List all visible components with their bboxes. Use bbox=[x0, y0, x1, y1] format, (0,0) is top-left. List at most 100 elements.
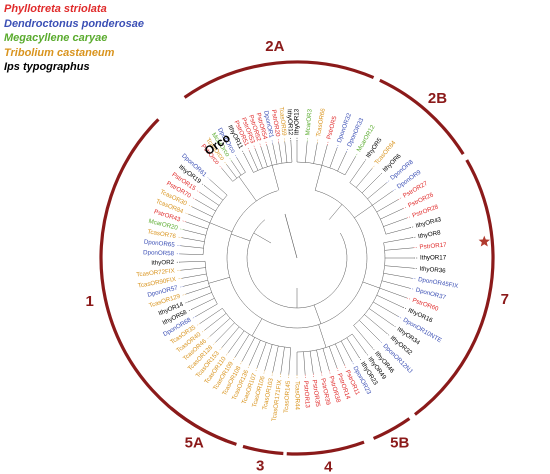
leaf-guide bbox=[177, 278, 182, 280]
terminal-branch bbox=[376, 199, 399, 213]
terminal-branch bbox=[349, 162, 365, 183]
clade-arc-2a bbox=[183, 60, 375, 99]
leaf-label-tcasor66: TcasOR66 bbox=[315, 107, 327, 137]
leaf-guide bbox=[184, 212, 189, 215]
terminal-branch bbox=[181, 273, 207, 279]
leaf-guide bbox=[317, 138, 319, 143]
leaf-guide bbox=[398, 316, 402, 319]
leaf-guide bbox=[177, 236, 182, 238]
internal-branch bbox=[251, 318, 263, 337]
leaf-guide bbox=[365, 352, 369, 357]
internal-branch bbox=[318, 324, 327, 348]
terminal-branch bbox=[280, 347, 285, 374]
clade-arc-7 bbox=[413, 159, 495, 416]
terminal-branch bbox=[204, 313, 227, 331]
terminal-branch bbox=[272, 345, 279, 373]
internal-branch bbox=[314, 165, 323, 191]
leaf-guide bbox=[223, 161, 227, 165]
terminal-branch bbox=[188, 292, 212, 303]
leaf-label-pstror17: PstrOR17 bbox=[419, 242, 447, 251]
leaf-label-pstror35: PstrOR35 bbox=[311, 379, 322, 407]
terminal-branch bbox=[340, 340, 353, 362]
terminal-branch bbox=[373, 301, 399, 317]
terminal-branch bbox=[288, 347, 291, 375]
clade-label-5a: 5A bbox=[185, 434, 204, 451]
leaf-guide bbox=[327, 141, 329, 146]
leaf-label-mcaror3: McarOR3 bbox=[304, 108, 313, 136]
leaf-guide bbox=[239, 361, 243, 365]
leaf-label-ithyor17: IthyOR17 bbox=[420, 255, 447, 262]
terminal-branch bbox=[260, 146, 268, 167]
terminal-branch bbox=[236, 157, 246, 173]
terminal-branch bbox=[344, 156, 356, 175]
terminal-branch bbox=[204, 185, 224, 201]
root-branch bbox=[246, 219, 348, 309]
internal-branch bbox=[253, 232, 272, 244]
terminal-branch bbox=[313, 142, 318, 164]
leaf-guide bbox=[181, 293, 186, 296]
leaf-guide bbox=[201, 329, 205, 333]
terminal-branch bbox=[290, 141, 293, 163]
leaf-label-ithyor12: IthyOR12 bbox=[286, 109, 294, 136]
terminal-branch bbox=[215, 322, 235, 343]
terminal-branch bbox=[383, 217, 408, 227]
terminal-branch bbox=[355, 168, 373, 188]
terminal-branch bbox=[272, 143, 278, 165]
leaf-label-tcasor72fix: TcasOR72FIX bbox=[136, 268, 175, 279]
marker-layer bbox=[478, 235, 490, 247]
terminal-branch bbox=[209, 318, 231, 337]
leaf-guide bbox=[263, 370, 265, 375]
star-marker-icon bbox=[478, 235, 490, 247]
terminal-branch bbox=[376, 294, 404, 308]
terminal-branch bbox=[329, 147, 338, 168]
terminal-branch bbox=[181, 237, 205, 242]
internal-branch bbox=[362, 281, 380, 289]
leaf-labels: IthyOR13 McarOR3 TcasOR66PstrOR5DponOR32Dp… bbox=[136, 107, 459, 422]
terminal-branch bbox=[367, 182, 387, 200]
terminal-branch bbox=[359, 320, 380, 341]
leaf-label-ithyor2: IthyOR2 bbox=[151, 259, 174, 267]
terminal-branch bbox=[185, 221, 208, 230]
terminal-branch bbox=[243, 153, 254, 173]
leaf-guide bbox=[232, 357, 236, 361]
terminal-branch bbox=[328, 346, 338, 369]
terminal-branch bbox=[381, 280, 411, 289]
terminal-branch bbox=[353, 325, 373, 348]
leaf-guide bbox=[247, 147, 250, 152]
clade-label-2a: 2A bbox=[265, 38, 284, 55]
internal-branch bbox=[328, 204, 343, 220]
terminal-branch bbox=[199, 192, 220, 206]
legend-item-tribolium-castaneum: Tribolium castaneum bbox=[4, 46, 115, 59]
leaf-guide bbox=[201, 183, 205, 187]
leaf-label-ithyor13: IthyOR13 bbox=[294, 108, 301, 135]
leaf-label-tcasor44: TcasOR44 bbox=[293, 381, 300, 410]
leaf-guide bbox=[212, 341, 216, 346]
leaf-label-ithyor36: IthyOR36 bbox=[419, 265, 446, 274]
leaf-guide bbox=[219, 165, 222, 169]
terminal-branch bbox=[254, 148, 263, 169]
terminal-branch bbox=[284, 141, 288, 163]
leaf-guide bbox=[188, 204, 192, 207]
terminal-branch bbox=[385, 227, 411, 235]
leaf-guide bbox=[271, 139, 273, 144]
terminal-branch bbox=[209, 179, 228, 196]
terminal-branch bbox=[180, 253, 204, 255]
leaf-guide bbox=[409, 288, 414, 290]
leaf-guide bbox=[358, 357, 362, 361]
leaf-label-pstror13: PstrOR13 bbox=[302, 380, 311, 408]
terminal-branch bbox=[249, 151, 259, 171]
leaf-label-ithyor43: IthyOR43 bbox=[415, 216, 443, 230]
leaf-guide bbox=[346, 148, 349, 153]
terminal-branch bbox=[241, 337, 255, 362]
terminal-branch bbox=[316, 349, 322, 373]
clade-arc-5b bbox=[372, 417, 411, 440]
clade-arc-3 bbox=[242, 444, 284, 456]
leaf-guide bbox=[234, 154, 237, 158]
leaf-guide bbox=[279, 373, 281, 378]
internal-branch bbox=[354, 205, 373, 219]
terminal-branch bbox=[384, 265, 414, 269]
leaf-guide bbox=[265, 141, 267, 146]
leaf-guide bbox=[363, 158, 367, 163]
terminal-branch bbox=[188, 213, 210, 224]
leaf-guide bbox=[398, 197, 402, 200]
